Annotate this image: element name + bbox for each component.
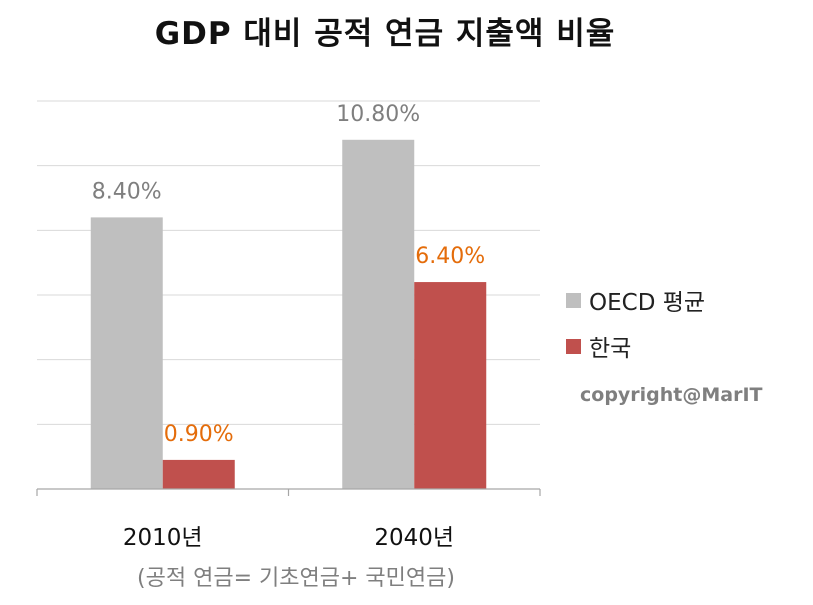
bar-korea (162, 459, 235, 489)
chart-title: GDP 대비 공적 연금 지출액 비율 (154, 16, 616, 52)
legend-item-korea: 한국 (566, 330, 705, 362)
bar-oecd (90, 217, 163, 489)
x-tick-label: 2040년 (374, 525, 454, 551)
legend-label-oecd: OECD 평균 (589, 290, 706, 316)
bar-oecd (342, 139, 415, 490)
copyright-text: copyright@MarIT (580, 384, 763, 406)
x-axis: 2010년 2040년 (36, 488, 541, 551)
legend-swatch-oecd (566, 292, 581, 308)
data-labels: 8.40% 0.90% 10.80% 6.40% (92, 102, 485, 447)
data-label-korea: 6.40% (415, 244, 485, 269)
data-label-korea: 0.90% (164, 422, 234, 447)
legend-item-oecd: OECD 평균 (566, 284, 705, 316)
legend-label-korea: 한국 (589, 336, 632, 362)
legend-swatch-korea (566, 338, 581, 354)
legend: OECD 평균 한국 (566, 284, 705, 376)
footnote: (공적 연금= 기초연금+ 국민연금) (137, 566, 455, 591)
data-label-oecd: 8.40% (92, 179, 162, 204)
bar-korea (414, 282, 487, 489)
x-tick-label: 2010년 (123, 525, 203, 551)
bars (90, 139, 487, 490)
data-label-oecd: 10.80% (336, 102, 420, 127)
